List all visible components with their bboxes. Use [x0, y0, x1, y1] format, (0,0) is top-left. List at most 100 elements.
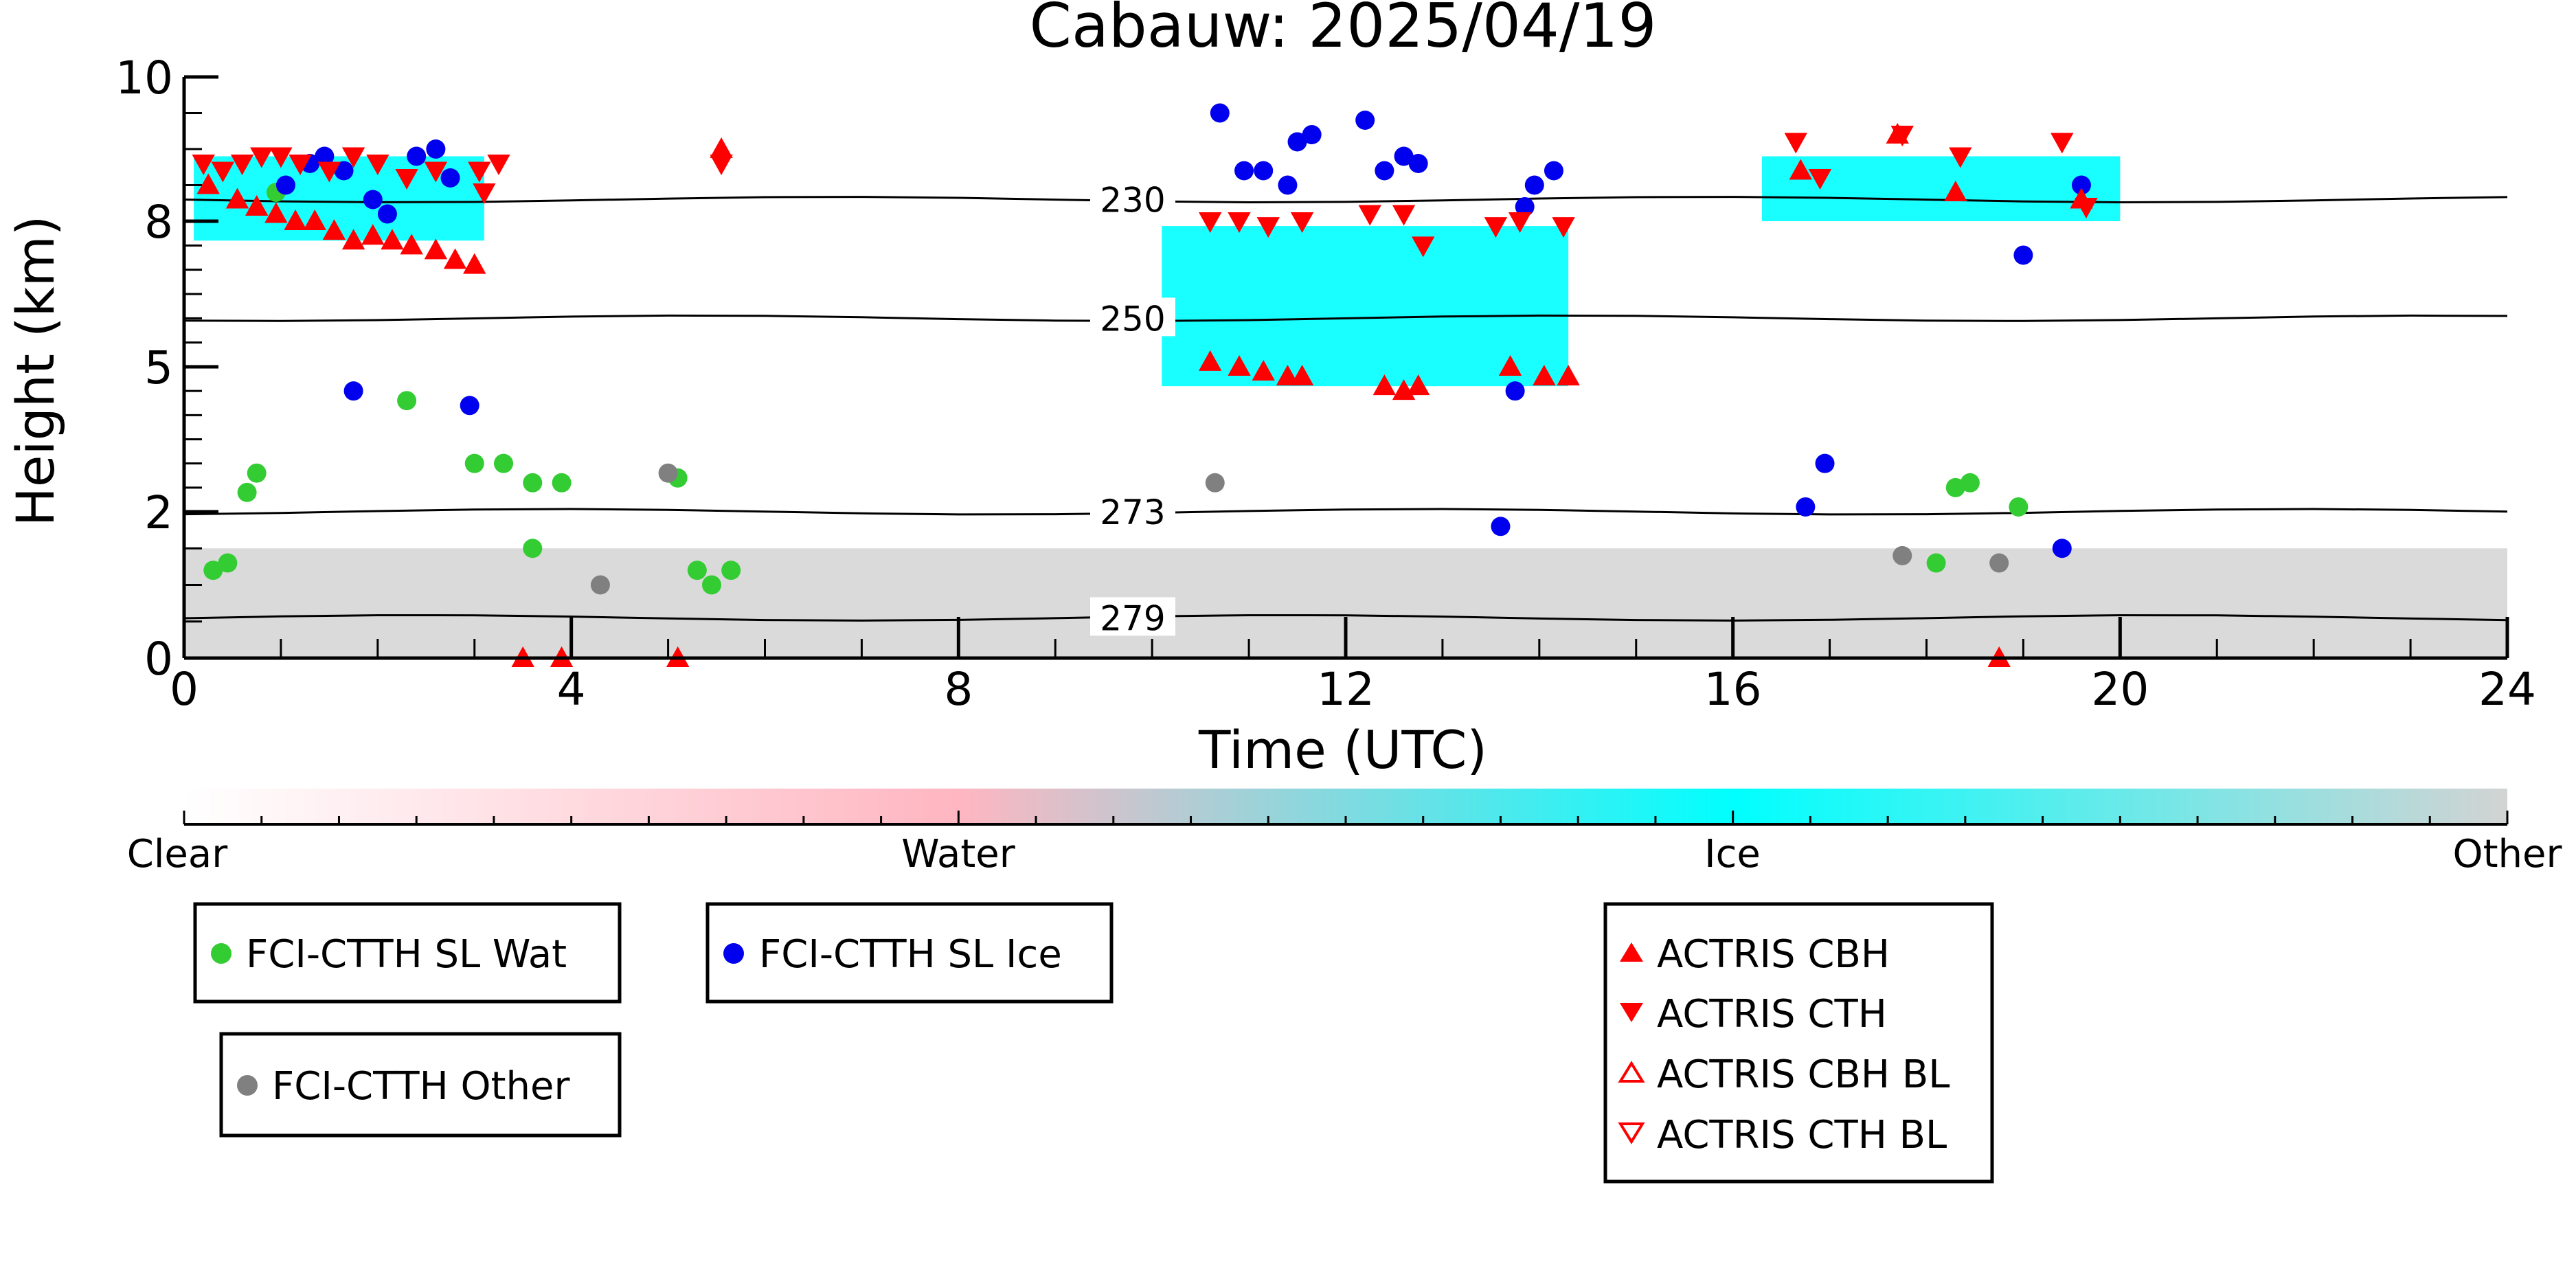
legend-marker-cbh [1620, 942, 1643, 962]
marker-fci-ctth-sl-ice-19 [1394, 146, 1414, 166]
x-tick-label-4: 4 [557, 663, 586, 716]
marker-fci-ctth-sl-wat-7 [494, 453, 514, 473]
marker-fci-ctth-sl-ice-17 [1355, 111, 1375, 130]
marker-fci-ctth-sl-wat-3 [247, 463, 267, 483]
y-tick-label-2: 2 [144, 486, 173, 539]
legend-label-cth: ACTRIS CTH [1657, 992, 1887, 1037]
marker-actris-cbh-26 [1789, 159, 1813, 180]
legend-label-cbh-bl: ACTRIS CBH BL [1657, 1052, 1950, 1097]
marker-fci-ctth-sl-wat-14 [1926, 553, 1946, 573]
legend: FCI-CTTH SL Wat FCI-CTTH SL Ice FCI-CTTH… [193, 902, 1994, 1184]
legend-label-cth-bl: ACTRIS CTH BL [1657, 1113, 1947, 1157]
marker-fci-ctth-sl-ice-18 [1375, 161, 1394, 181]
legend-marker-cbh-bl [1618, 1061, 1645, 1083]
marker-actris-cbh-20 [1372, 374, 1397, 396]
contour-label-279: 279 [1100, 598, 1165, 638]
marker-actris-cbh-10 [400, 234, 423, 255]
y-tick-label-10: 10 [115, 52, 173, 104]
contour-label-273: 273 [1100, 493, 1165, 532]
marker-fci-ctth-sl-ice-22 [1524, 175, 1544, 195]
marker-fci-ctth-sl-ice-5 [377, 204, 397, 224]
marker-fci-ctth-sl-ice-14 [1278, 175, 1298, 195]
marker-fci-ctth-sl-ice-28 [2013, 245, 2033, 265]
legend-marker-cth-bl [1618, 1122, 1645, 1144]
marker-actris-cth-14 [710, 155, 733, 176]
marker-fci-ctth-sl-ice-7 [426, 139, 446, 159]
colorbar-label-ice: Ice [1704, 832, 1761, 877]
colorbar-label-other: Other [2452, 832, 2562, 877]
marker-actris-cth-16 [1228, 212, 1251, 234]
x-axis-label: Time (UTC) [1198, 719, 1487, 780]
marker-actris-cth-28 [1949, 147, 1972, 168]
marker-fci-ctth-sl-ice-16 [1302, 125, 1322, 144]
marker-actris-cbh-2 [245, 194, 269, 216]
marker-fci-ctth-sl-ice-30 [2052, 539, 2072, 558]
contour-line-273 [183, 508, 2508, 516]
marker-actris-cbh-16 [1228, 354, 1251, 376]
marker-fci-ctth-sl-ice-12 [1234, 161, 1254, 181]
marker-actris-cth-1 [211, 161, 235, 183]
marker-fci-ctth-sl-wat-18 [523, 539, 543, 558]
marker-actris-cth-15 [1199, 212, 1222, 234]
marker-actris-cbh-18 [1276, 365, 1300, 386]
marker-fci-ctth-sl-ice-11 [1210, 103, 1230, 123]
x-tick-label-12: 12 [1317, 663, 1375, 716]
marker-fci-ctth-sl-ice-25 [1491, 517, 1511, 536]
marker-actris-cbh-15 [1199, 350, 1222, 371]
contour-line-250 [183, 314, 2508, 322]
marker-actris-cbh-3 [264, 202, 288, 223]
marker-actris-cth-2 [230, 155, 254, 176]
contour-label-bg [1089, 179, 1175, 218]
marker-fci-ctth-sl-ice-4 [363, 190, 383, 210]
marker-actris-cth-0 [192, 155, 215, 176]
legend-box-water: FCI-CTTH SL Wat [193, 902, 622, 1004]
marker-actris-cth-21 [1412, 236, 1435, 258]
marker-fci-ctth-other-1 [658, 463, 678, 483]
marker-actris-cth-6 [317, 161, 341, 183]
marker-actris-cbh-28 [1944, 180, 1967, 201]
marker-fci-ctth-other-2 [1205, 473, 1225, 493]
contour-label-250: 250 [1100, 299, 1165, 339]
marker-actris-cth-11 [468, 161, 491, 183]
marker-fci-ctth-other-3 [1893, 545, 1912, 565]
axes: 0 4 8 12 16 20 24 0 2 5 8 10 [115, 52, 2536, 716]
colorbar-label-water: Water [901, 832, 1016, 877]
marker-fci-ctth-sl-wat-9 [552, 473, 572, 493]
marker-actris-cbh-24 [1533, 365, 1556, 386]
legend-label-wat: FCI-CTTH SL Wat [246, 932, 567, 977]
marker-actris-cth-29 [2050, 133, 2074, 154]
x-tick-label-24: 24 [2478, 663, 2536, 716]
marker-actris-cbh-1 [225, 188, 249, 209]
colorbar: Clear Water Ice Other [127, 789, 2562, 877]
contour-label-bg [1089, 491, 1175, 530]
marker-actris-cth-22 [1484, 217, 1508, 238]
marker-fci-ctth-sl-ice-29 [2071, 175, 2091, 195]
marker-fci-ctth-sl-ice-2 [315, 146, 335, 166]
marker-fci-ctth-sl-ice-20 [1408, 154, 1428, 173]
marker-actris-cth-13 [473, 183, 496, 205]
marker-fci-ctth-sl-wat-8 [523, 473, 543, 493]
marker-fci-ctth-sl-ice-10 [460, 396, 479, 416]
marker-fci-ctth-sl-ice-21 [1515, 197, 1535, 216]
legend-box-ice: FCI-CTTH SL Ice [705, 902, 1114, 1004]
marker-fci-ctth-sl-wat-5 [397, 391, 417, 411]
marker-actris-cbh-7 [341, 229, 365, 250]
marker-actris-cth-9 [395, 169, 418, 190]
legend-label-other: FCI-CTTH Other [272, 1064, 570, 1109]
legend-box-other: FCI-CTTH Other [219, 1032, 622, 1138]
y-axis-label: Height (km) [5, 216, 66, 527]
legend-marker-other [237, 1075, 258, 1096]
marker-fci-ctth-other-0 [590, 575, 610, 595]
legend-box-actris: ACTRIS CBH ACTRIS CTH ACTRIS CBH BL ACTR… [1603, 902, 1994, 1184]
marker-actris-cth-27 [1890, 126, 1914, 147]
marker-fci-ctth-sl-ice-9 [343, 381, 363, 401]
marker-fci-ctth-sl-wat-2 [237, 482, 257, 502]
marker-fci-ctth-sl-ice-13 [1254, 161, 1274, 181]
marker-actris-cbh-12 [443, 248, 467, 269]
marker-fci-ctth-sl-wat-1 [218, 553, 238, 573]
marker-actris-cth-18 [1290, 212, 1314, 234]
marker-actris-cbh-17 [1252, 359, 1275, 381]
x-tick-label-0: 0 [170, 663, 199, 716]
marker-fci-ctth-other-4 [1989, 553, 2009, 573]
